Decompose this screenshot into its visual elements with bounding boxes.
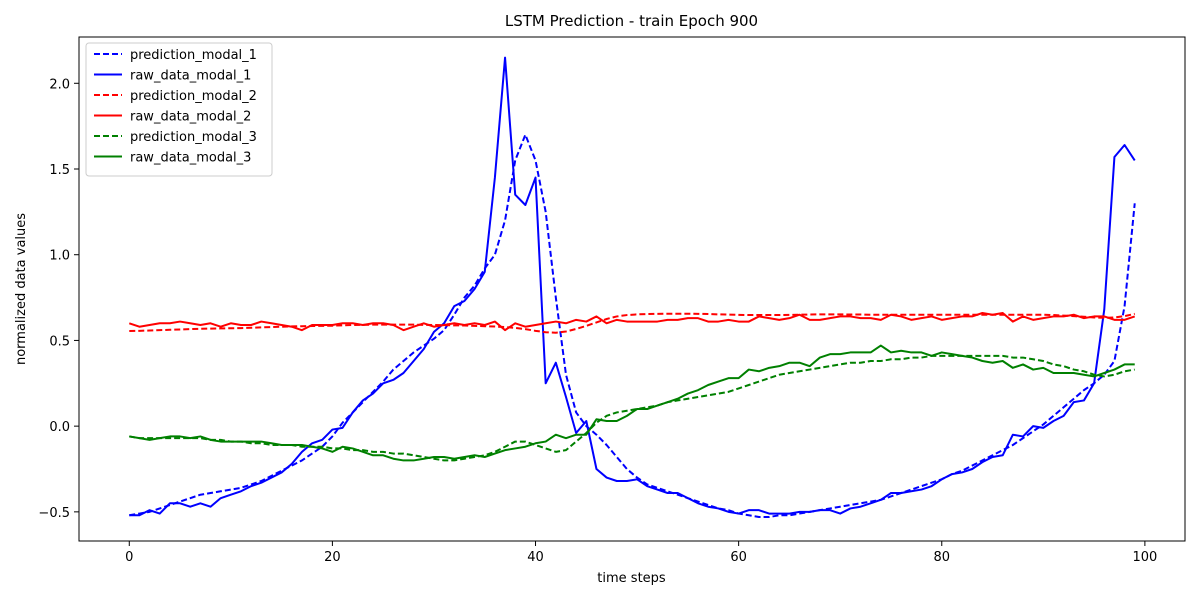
legend-label: raw_data_modal_2 — [130, 110, 251, 125]
x-tick-label: 60 — [730, 550, 747, 565]
series-line-prediction-modal-1 — [129, 133, 1136, 518]
plot-frame — [78, 36, 1186, 542]
chart-title: LSTM Prediction - train Epoch 900 — [505, 12, 758, 30]
y-axis-label: normalized data values — [14, 213, 29, 365]
y-tick-label: −0.5 — [38, 506, 70, 521]
legend: prediction_modal_1 raw_data_modal_1predic… — [85, 42, 273, 177]
series-line-raw-data-modal-3 — [129, 344, 1135, 462]
legend-label: raw_data_modal_1 — [130, 69, 251, 84]
x-tick-label: 20 — [324, 550, 341, 565]
y-tick-label: 0.0 — [49, 420, 70, 435]
x-tick-label: 100 — [1132, 550, 1157, 565]
legend-label: prediction_modal_3 — [130, 130, 257, 145]
y-tick-label: 0.5 — [49, 334, 70, 349]
y-tick-label: 1.5 — [49, 163, 70, 178]
x-tick-label: 80 — [933, 550, 950, 565]
x-axis-label: time steps — [597, 571, 666, 586]
series-line-prediction-modal-2 — [129, 312, 1135, 334]
x-tick-label: 0 — [125, 550, 133, 565]
series-line-raw-data-modal-1 — [129, 56, 1136, 517]
y-tick-label: 1.0 — [49, 249, 70, 264]
x-axis-ticks: 0 20 40 60 80 100 — [125, 541, 1157, 565]
legend-label: prediction_modal_1 — [130, 48, 257, 63]
plot-lines — [128, 56, 1136, 518]
series-line-raw-data-modal-2 — [128, 312, 1136, 332]
legend-box — [85, 42, 273, 177]
x-tick-label: 40 — [527, 550, 544, 565]
legend-label: prediction_modal_2 — [130, 89, 257, 104]
y-tick-label: 2.0 — [49, 77, 70, 92]
y-axis-ticks: −0.5 0.0 0.5 1.0 1.5 2.0 — [38, 77, 79, 521]
legend-label: raw_data_modal_3 — [130, 151, 251, 166]
